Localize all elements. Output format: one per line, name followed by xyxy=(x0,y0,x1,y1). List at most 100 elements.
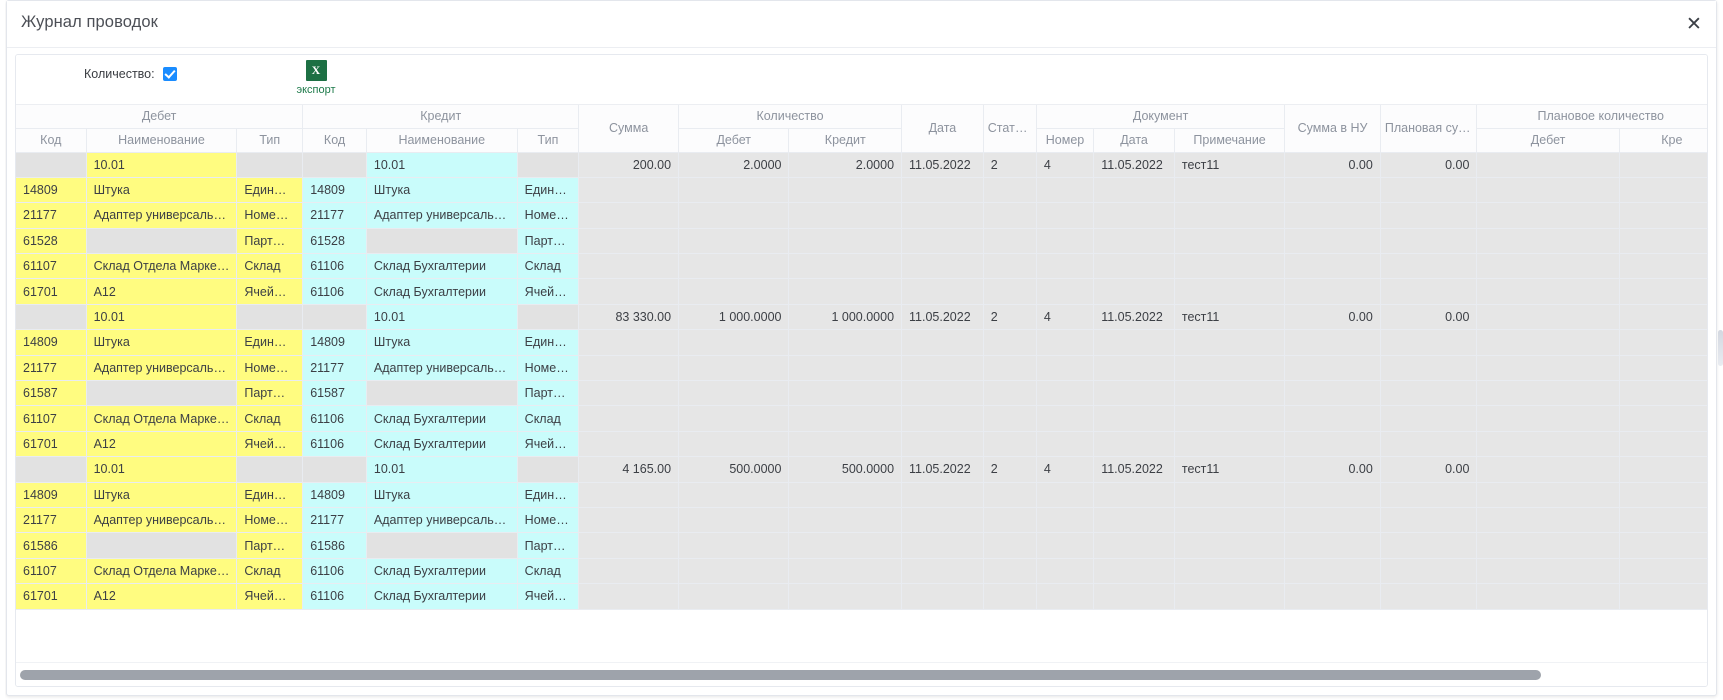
cell-cred_name[interactable]: Штука xyxy=(366,329,518,356)
cell-date[interactable]: 11.05.2022 xyxy=(901,152,984,178)
cell-date[interactable] xyxy=(901,482,984,508)
cell-summa_nu[interactable] xyxy=(1284,532,1381,559)
cell-plan_qty_debit[interactable] xyxy=(1476,304,1620,331)
cell-doc_note[interactable] xyxy=(1174,482,1286,508)
cell-qty_debit[interactable] xyxy=(678,482,790,508)
cell-doc_number[interactable] xyxy=(1036,405,1095,432)
cell-cred_type[interactable]: Номе… xyxy=(517,507,580,534)
cell-doc_note[interactable] xyxy=(1174,507,1286,534)
cell-qty_credit[interactable] xyxy=(788,583,903,610)
cell-summa_nu[interactable]: 0.00 xyxy=(1284,152,1381,178)
cell-summa[interactable] xyxy=(578,228,680,255)
cell-cred_code[interactable] xyxy=(302,456,367,483)
cell-date[interactable] xyxy=(901,583,984,610)
cell-doc_note[interactable] xyxy=(1174,405,1286,432)
cell-summa[interactable] xyxy=(578,507,680,534)
cell-deb_name[interactable] xyxy=(86,532,238,559)
cell-plan_qty_credit[interactable] xyxy=(1619,405,1707,432)
cell-doc_number[interactable] xyxy=(1036,583,1095,610)
cell-doc_number[interactable] xyxy=(1036,431,1095,458)
cell-status[interactable] xyxy=(983,583,1037,610)
cell-cred_type[interactable]: Парт… xyxy=(517,380,580,407)
cell-summa[interactable]: 83 330.00 xyxy=(578,304,680,331)
cell-cred_code[interactable]: 61106 xyxy=(302,431,367,458)
cell-plan_qty_credit[interactable] xyxy=(1619,228,1707,255)
cell-plan_qty_debit[interactable] xyxy=(1476,177,1620,204)
cell-deb_name[interactable]: A12 xyxy=(86,583,238,610)
cell-summa_nu[interactable] xyxy=(1284,482,1381,508)
cell-deb_name[interactable]: Склад Отдела Марке… xyxy=(86,558,238,585)
cell-qty_debit[interactable]: 1 000.0000 xyxy=(678,304,790,331)
cell-status[interactable]: 2 xyxy=(983,456,1037,483)
cell-doc_note[interactable] xyxy=(1174,431,1286,458)
cell-doc_date[interactable] xyxy=(1093,583,1175,610)
cell-cred_name[interactable]: Склад Бухгалтерии xyxy=(366,558,518,585)
cell-plan_summa[interactable] xyxy=(1380,431,1478,458)
cell-cred_name[interactable] xyxy=(366,532,518,559)
cell-deb_code[interactable]: 14809 xyxy=(16,177,87,204)
cell-cred_type[interactable]: Един… xyxy=(517,482,580,508)
table-row[interactable]: 14809 Штука Един… 14809 Штука Един… xyxy=(16,482,1707,508)
cell-plan_summa[interactable] xyxy=(1380,329,1478,356)
cell-cred_type[interactable] xyxy=(517,304,580,331)
cell-qty_debit[interactable] xyxy=(678,431,790,458)
table-row[interactable]: 14809 Штука Един… 14809 Штука Един… xyxy=(16,329,1707,356)
column-header-9[interactable]: Дата xyxy=(1093,128,1175,153)
cell-cred_type[interactable]: Склад xyxy=(517,253,580,280)
cell-date[interactable] xyxy=(901,431,984,458)
cell-cred_type[interactable]: Номе… xyxy=(517,202,580,229)
column-header-12[interactable]: Кре xyxy=(1619,128,1707,153)
cell-summa[interactable] xyxy=(578,253,680,280)
cell-deb_type[interactable]: Номе… xyxy=(236,202,304,229)
cell-cred_name[interactable]: 10.01 xyxy=(366,456,518,483)
cell-qty_credit[interactable] xyxy=(788,278,903,305)
cell-cred_name[interactable]: Штука xyxy=(366,482,518,508)
cell-qty_debit[interactable] xyxy=(678,583,790,610)
column-header-6[interactable]: Дебет xyxy=(678,128,790,153)
cell-plan_qty_credit[interactable] xyxy=(1619,355,1707,382)
cell-plan_qty_debit[interactable] xyxy=(1476,380,1620,407)
cell-status[interactable] xyxy=(983,532,1037,559)
cell-deb_name[interactable]: Штука xyxy=(86,482,238,508)
cell-doc_note[interactable] xyxy=(1174,558,1286,585)
cell-summa_nu[interactable] xyxy=(1284,228,1381,255)
horizontal-scrollbar-thumb[interactable] xyxy=(20,670,1541,680)
cell-deb_type[interactable]: Номе… xyxy=(236,355,304,382)
cell-cred_name[interactable]: Штука xyxy=(366,177,518,204)
cell-deb_code[interactable]: 21177 xyxy=(16,507,87,534)
cell-summa[interactable] xyxy=(578,405,680,432)
cell-status[interactable] xyxy=(983,228,1037,255)
cell-summa[interactable] xyxy=(578,431,680,458)
cell-plan_qty_credit[interactable] xyxy=(1619,482,1707,508)
cell-deb_type[interactable]: Склад xyxy=(236,558,304,585)
table-row[interactable]: 61107 Склад Отдела Марке… Склад 61106 Склад … xyxy=(16,558,1707,585)
cell-doc_date[interactable] xyxy=(1093,177,1175,204)
table-row[interactable]: 61528 Парт… 61528 Парт… xyxy=(16,228,1707,255)
cell-plan_qty_debit[interactable] xyxy=(1476,583,1620,610)
cell-cred_code[interactable]: 21177 xyxy=(302,202,367,229)
cell-doc_note[interactable] xyxy=(1174,278,1286,305)
cell-cred_name[interactable]: Склад Бухгалтерии xyxy=(366,405,518,432)
column-header-0[interactable]: Код xyxy=(16,128,87,153)
cell-deb_type[interactable]: Ячей… xyxy=(236,278,304,305)
cell-cred_name[interactable]: Адаптер универсаль… xyxy=(366,355,518,382)
cell-qty_debit[interactable] xyxy=(678,507,790,534)
cell-deb_type[interactable]: Ячей… xyxy=(236,583,304,610)
column-header-7[interactable]: Кредит xyxy=(788,128,903,153)
table-row[interactable]: 61701 A12 Ячей… 61106 Склад Бухгалтерии Ячей… xyxy=(16,583,1707,610)
cell-summa_nu[interactable] xyxy=(1284,380,1381,407)
group-header-5[interactable]: Статус пров. xyxy=(983,105,1037,153)
close-icon[interactable]: ✕ xyxy=(1682,12,1706,36)
quantity-checkbox[interactable] xyxy=(162,67,177,81)
group-header-7[interactable]: Сумма в НУ xyxy=(1284,105,1381,153)
cell-qty_credit[interactable] xyxy=(788,558,903,585)
cell-doc_date[interactable] xyxy=(1093,482,1175,508)
cell-doc_note[interactable] xyxy=(1174,253,1286,280)
cell-deb_type[interactable]: Един… xyxy=(236,329,304,356)
cell-qty_debit[interactable] xyxy=(678,532,790,559)
cell-qty_debit[interactable] xyxy=(678,278,790,305)
cell-cred_code[interactable] xyxy=(302,304,367,331)
cell-qty_debit[interactable] xyxy=(678,355,790,382)
cell-cred_name[interactable]: Адаптер универсаль… xyxy=(366,507,518,534)
cell-doc_note[interactable] xyxy=(1174,177,1286,204)
